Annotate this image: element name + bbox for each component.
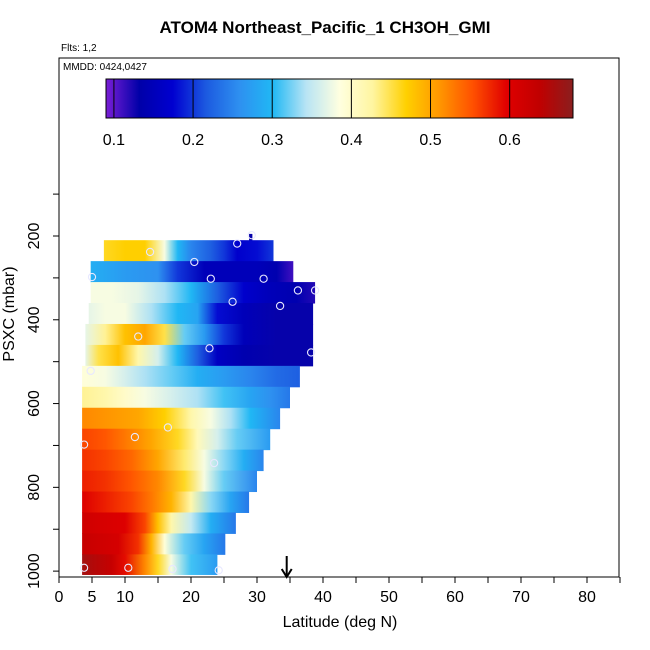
sample-point [79, 440, 89, 449]
sample-point [293, 286, 303, 295]
arrow-head [280, 568, 293, 579]
heatmap-row [82, 533, 226, 555]
colorbar: 0.1 0.2 0.3 0.4 0.5 0.6 [103, 78, 574, 149]
heatmap-row [82, 512, 236, 534]
x-tick-label: 40 [314, 589, 332, 606]
x-tick-label: 80 [578, 589, 596, 606]
sample-point [228, 297, 237, 306]
y-tick-label: 200 [26, 223, 43, 250]
flights-label: Flts: 1,2 [61, 43, 97, 54]
sample-point [87, 272, 97, 282]
sample-point [209, 458, 219, 468]
chart-title: ATOM4 Northeast_Pacific_1 CH3OH_GMI [159, 18, 491, 37]
heatmap-row [90, 282, 316, 304]
x-tick-label: 10 [116, 589, 134, 606]
sample-point [306, 348, 316, 357]
colorbar-tick-label: 0.5 [419, 132, 441, 149]
sample-point [214, 566, 223, 575]
y-tick-label: 600 [26, 390, 43, 417]
x-tick-label: 5 [88, 589, 97, 606]
x-axis: 0 5 10 20 30 40 50 60 70 80 [55, 577, 621, 606]
x-tick-label: 60 [446, 589, 464, 606]
x-axis-label: Latitude (deg N) [282, 614, 398, 631]
heatmap-row [82, 386, 290, 409]
colorbar-tick-label: 0.2 [182, 132, 204, 149]
sample-point [259, 274, 268, 283]
heatmap-row [85, 344, 314, 367]
plot-frame [58, 57, 620, 578]
sample-point [130, 432, 140, 442]
sample-point [275, 301, 285, 311]
heatmap-row [82, 365, 300, 388]
x-tick-label: 70 [512, 589, 530, 606]
heatmap-row [103, 240, 274, 262]
heatmap-cells [82, 233, 316, 575]
heatmap-row [90, 261, 294, 283]
heatmap-row [88, 303, 314, 325]
sample-point [134, 332, 143, 341]
mmdd-label: MMDD: 0424,0427 [63, 62, 147, 73]
y-axis: 200 400 600 800 1000 [26, 193, 59, 589]
sample-point [206, 274, 215, 283]
heatmap-row [82, 407, 281, 430]
x-tick-label: 20 [182, 589, 200, 606]
heatmap-row [82, 428, 271, 451]
colorbar-gradient [105, 78, 574, 119]
sample-point [145, 247, 155, 257]
y-tick-label: 1000 [26, 553, 43, 589]
colorbar-tick-label: 0.1 [103, 132, 125, 149]
colorbar-tick-label: 0.6 [499, 132, 521, 149]
sample-point [168, 564, 177, 574]
y-tick-label: 400 [26, 306, 43, 333]
sample-point [124, 563, 133, 572]
sample-point [163, 423, 173, 432]
latitude-arrow [280, 556, 293, 579]
heatmap-row [85, 323, 314, 346]
sample-point [190, 257, 199, 267]
colorbar-tick-label: 0.3 [261, 132, 283, 149]
sample-point [233, 239, 242, 248]
x-tick-label: 30 [248, 589, 266, 606]
colorbar-tick-label: 0.4 [340, 132, 362, 149]
x-tick-label: 0 [55, 589, 64, 606]
sample-point [310, 286, 320, 295]
y-tick-label: 800 [26, 474, 43, 501]
heatmap-row [82, 470, 257, 493]
sample-point [247, 231, 256, 240]
sample-point [205, 344, 214, 353]
sample-point [86, 366, 95, 376]
heatmap-row [82, 491, 250, 513]
heatmap-row [82, 449, 264, 472]
sample-points [79, 231, 320, 575]
sample-point [79, 563, 89, 572]
heatmap-row [82, 554, 218, 575]
x-tick-label: 50 [380, 589, 398, 606]
heatmap-row [249, 233, 253, 241]
